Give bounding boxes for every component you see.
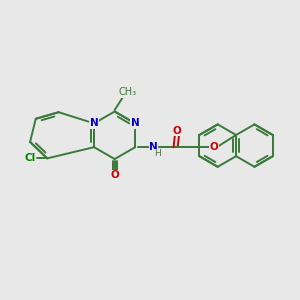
Text: N: N [131,118,140,128]
Text: N: N [90,118,98,128]
Text: CH₃: CH₃ [119,87,137,98]
Text: Cl: Cl [25,153,36,164]
Text: H: H [154,149,160,158]
Text: N: N [149,142,158,152]
Text: O: O [173,126,182,136]
Text: O: O [110,170,119,180]
Text: O: O [209,142,218,152]
